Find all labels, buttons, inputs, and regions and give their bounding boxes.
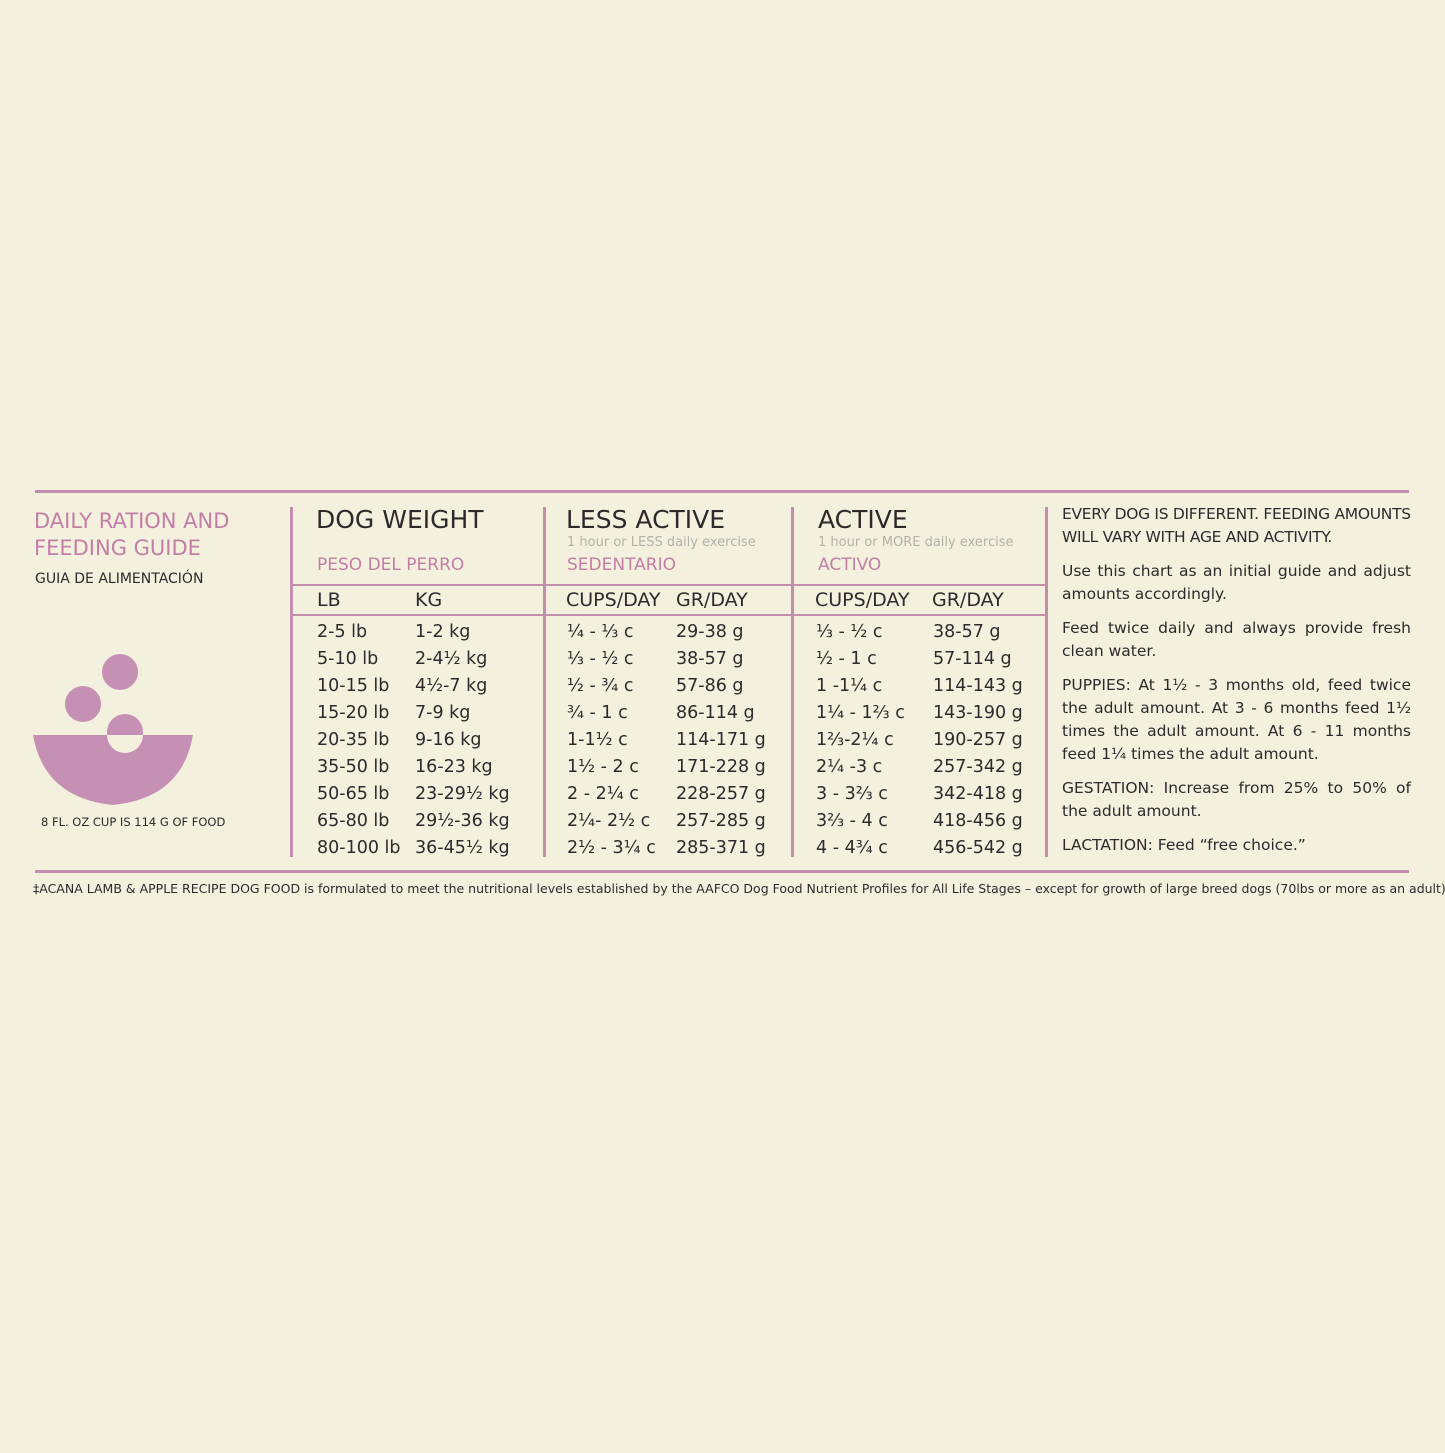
note-feed-twice: Feed twice daily and always provide fres… [1062, 619, 1411, 660]
sub-header-a-cups: CUPS/DAY [815, 589, 910, 611]
sub-header-lb: LB [317, 589, 341, 611]
table-cell: 228-257 g [676, 784, 766, 804]
table-cell: 35-50 lb [317, 757, 390, 777]
table-cell: 1 -1¼ c [816, 676, 883, 696]
table-cell: 50-65 lb [317, 784, 390, 804]
table-cell: 342-418 g [933, 784, 1023, 804]
note-initial-guide: Use this chart as an initial guide and a… [1062, 562, 1411, 603]
table-cell: 20-35 lb [317, 730, 390, 750]
guide-subtitle: GUIA DE ALIMENTACIÓN [35, 571, 204, 587]
table-cell: 15-20 lb [317, 703, 390, 723]
table-cell: 171-228 g [676, 757, 766, 777]
table-cell: 143-190 g [933, 703, 1023, 723]
table-cell: 36-45½ kg [415, 838, 510, 858]
header-line-2 [292, 614, 1046, 616]
table-cell: 57-86 g [676, 676, 744, 696]
table-cell: 2-4½ kg [415, 649, 488, 669]
table-cell: 3 - 3⅔ c [816, 784, 888, 804]
note-lactation: LACTATION: Feed “free choice.” [1062, 836, 1306, 854]
kibble-top-icon [102, 654, 138, 690]
table-cell: 1¼ - 1⅔ c [816, 703, 905, 723]
table-cell: 1-2 kg [415, 622, 471, 642]
table-cell: 23-29½ kg [415, 784, 510, 804]
header-line-1 [292, 584, 1046, 586]
active-spanish: ACTIVO [818, 555, 882, 575]
sub-header-a-gr: GR/DAY [932, 589, 1004, 611]
kibble-left-icon [65, 686, 101, 722]
table-cell: 2-5 lb [317, 622, 368, 642]
table-cell: 257-285 g [676, 811, 766, 831]
table-cell: 86-114 g [676, 703, 755, 723]
table-cell: 3⅔ - 4 c [816, 811, 888, 831]
table-cell: ½ - 1 c [816, 649, 877, 669]
sub-header-la-cups: CUPS/DAY [566, 589, 661, 611]
table-cell: 57-114 g [933, 649, 1012, 669]
table-cell: 190-257 g [933, 730, 1023, 750]
table-cell: 80-100 lb [317, 838, 401, 858]
sub-header-kg: KG [415, 589, 443, 611]
col-a-gr: 38-57 g 57-114 g 114-143 g 143-190 g 190… [933, 619, 1023, 862]
table-cell: 10-15 lb [317, 676, 390, 696]
table-cell: 29-38 g [676, 622, 744, 642]
table-cell: 418-456 g [933, 811, 1023, 831]
note-every-dog: EVERY DOG IS DIFFERENT. FEEDING AMOUNTS … [1062, 505, 1411, 546]
col-la-gr: 29-38 g 38-57 g 57-86 g 86-114 g 114-171… [676, 619, 766, 862]
table-cell: 38-57 g [933, 622, 1001, 642]
bowl-shape [33, 735, 193, 805]
table-cell: ½ - ¾ c [567, 676, 634, 696]
table-cell: ⅓ - ½ c [567, 649, 634, 669]
note-puppies: PUPPIES: At 1½ - 3 months old, feed twic… [1062, 676, 1411, 763]
col-la-cups: ¼ - ⅓ c ⅓ - ½ c ½ - ¾ c ¾ - 1 c 1-1½ c 1… [567, 619, 656, 862]
top-rule [35, 490, 1409, 493]
table-cell: 114-171 g [676, 730, 766, 750]
table-cell: 16-23 kg [415, 757, 493, 777]
table-cell: 29½-36 kg [415, 811, 510, 831]
table-cell: ¾ - 1 c [567, 703, 628, 723]
col-lb: 2-5 lb 5-10 lb 10-15 lb 15-20 lb 20-35 l… [317, 619, 401, 862]
bowl-icon [33, 654, 193, 805]
sub-header-la-gr: GR/DAY [676, 589, 748, 611]
table-cell: 2¼ -3 c [816, 757, 883, 777]
table-cell: 2¼- 2½ c [567, 811, 651, 831]
guide-title-line2: FEEDING GUIDE [34, 536, 201, 560]
table-cell: 7-9 kg [415, 703, 471, 723]
table-cell: 38-57 g [676, 649, 744, 669]
guide-title: DAILY RATION AND FEEDING GUIDE [34, 508, 229, 562]
table-cell: 1½ - 2 c [567, 757, 639, 777]
col-kg: 1-2 kg 2-4½ kg 4½-7 kg 7-9 kg 9-16 kg 16… [415, 619, 510, 862]
note-gestation: GESTATION: Increase from 25% to 50% of t… [1062, 779, 1411, 820]
table-cell: ¼ - ⅓ c [567, 622, 634, 642]
table-cell: 285-371 g [676, 838, 766, 858]
guide-title-line1: DAILY RATION AND [34, 509, 230, 533]
table-cell: 2 - 2¼ c [567, 784, 639, 804]
table-cell: 257-342 g [933, 757, 1023, 777]
divider-1 [290, 507, 293, 857]
active-title: ACTIVE [818, 505, 908, 534]
less-active-desc: 1 hour or LESS daily exercise [567, 535, 756, 550]
table-cell: 4½-7 kg [415, 676, 488, 696]
aafco-footnote: ‡ACANA LAMB & APPLE RECIPE DOG FOOD is f… [33, 881, 1445, 896]
table-cell: 456-542 g [933, 838, 1023, 858]
weight-spanish: PESO DEL PERRO [317, 555, 465, 575]
less-active-title: LESS ACTIVE [566, 505, 726, 534]
table-cell: ⅓ - ½ c [816, 622, 883, 642]
table-cell: 114-143 g [933, 676, 1023, 696]
table-cell: 9-16 kg [415, 730, 482, 750]
divider-3 [791, 507, 794, 857]
table-cell: 65-80 lb [317, 811, 390, 831]
weight-title: DOG WEIGHT [316, 505, 484, 534]
table-cell: 5-10 lb [317, 649, 379, 669]
less-active-spanish: SEDENTARIO [567, 555, 676, 575]
table-cell: 4 - 4¾ c [816, 838, 888, 858]
table-cell: 1-1½ c [567, 730, 628, 750]
active-desc: 1 hour or MORE daily exercise [818, 535, 1014, 550]
table-cell: 2½ - 3¼ c [567, 838, 656, 858]
bottom-rule [35, 870, 1409, 873]
feeding-notes: EVERY DOG IS DIFFERENT. FEEDING AMOUNTS … [1062, 503, 1411, 868]
divider-4 [1045, 507, 1048, 857]
cup-note: 8 FL. OZ CUP IS 114 G OF FOOD [41, 815, 226, 829]
divider-2 [543, 507, 546, 857]
col-a-cups: ⅓ - ½ c ½ - 1 c 1 -1¼ c 1¼ - 1⅔ c 1⅔-2¼ … [816, 619, 905, 862]
table-cell: 1⅔-2¼ c [816, 730, 894, 750]
